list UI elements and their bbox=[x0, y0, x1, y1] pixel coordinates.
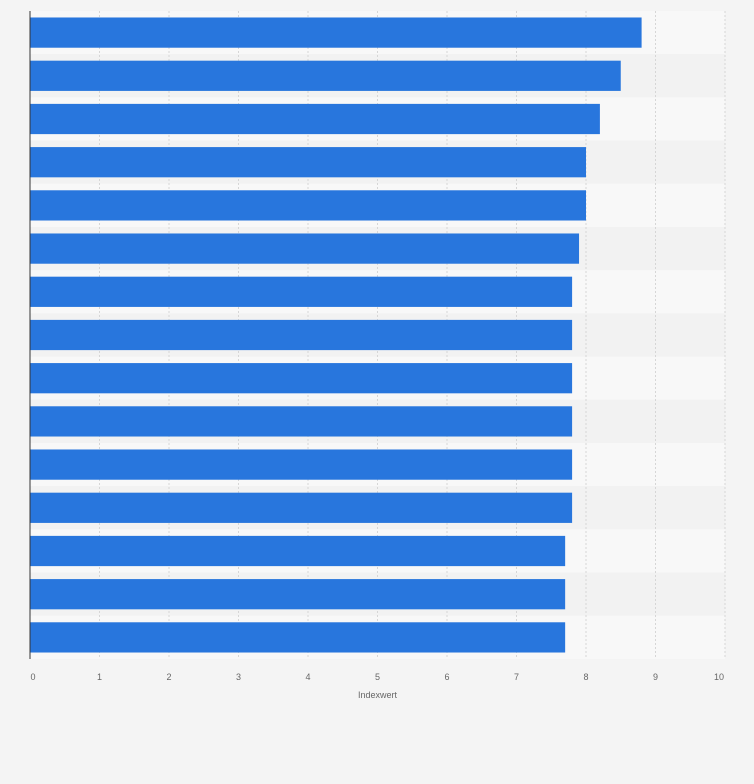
bar[interactable] bbox=[30, 147, 586, 178]
x-tick-label: 9 bbox=[653, 672, 658, 682]
x-tick-label: 6 bbox=[444, 672, 449, 682]
bar[interactable] bbox=[30, 103, 600, 135]
bar[interactable] bbox=[30, 60, 621, 91]
bar[interactable] bbox=[30, 190, 586, 221]
bar[interactable] bbox=[30, 406, 573, 437]
x-tick-label: 8 bbox=[583, 672, 588, 682]
x-tick-label: 2 bbox=[166, 672, 171, 682]
bar[interactable] bbox=[30, 622, 566, 653]
x-axis-ticks: 0 1 2 3 4 5 6 7 8 9 10 bbox=[30, 672, 724, 682]
bars bbox=[30, 17, 642, 653]
bar[interactable] bbox=[30, 579, 566, 610]
bar[interactable] bbox=[30, 363, 573, 394]
bar[interactable] bbox=[30, 492, 573, 523]
x-tick-label: 4 bbox=[305, 672, 310, 682]
x-tick-label: 3 bbox=[236, 672, 241, 682]
x-tick-label: 7 bbox=[514, 672, 519, 682]
bar[interactable] bbox=[30, 233, 580, 264]
x-tick-label: 10 bbox=[714, 672, 724, 682]
x-tick-label: 1 bbox=[97, 672, 102, 682]
bar[interactable] bbox=[30, 535, 566, 567]
bar[interactable] bbox=[30, 276, 573, 307]
bar[interactable] bbox=[30, 449, 573, 480]
bar[interactable] bbox=[30, 319, 573, 351]
x-tick-label: 5 bbox=[375, 672, 380, 682]
x-axis-title: Indexwert bbox=[358, 690, 398, 700]
x-tick-label: 0 bbox=[30, 672, 35, 682]
bar[interactable] bbox=[30, 17, 642, 48]
